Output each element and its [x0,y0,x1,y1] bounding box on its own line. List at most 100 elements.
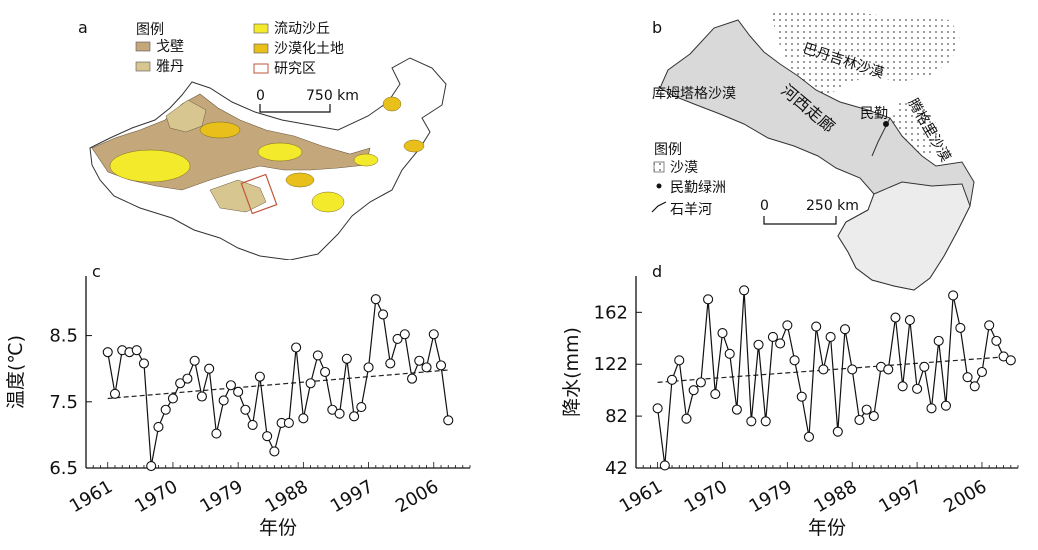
legend-swatch-desert [653,161,665,173]
panel-label-a: a [78,18,88,37]
legend-swatch-desertified [253,43,269,54]
data-point [976,366,988,378]
data-point [109,388,121,399]
y-tick-label: 7.5 [49,392,78,413]
dune-taklimakan [109,149,191,183]
y-tick-label: 42 [605,458,628,479]
data-point [138,358,150,369]
temperature-chart: 6.5 7.5 8.5 1961 1970 1979 1988 1997 2006 年份 温度(℃) [5,276,471,539]
data-point [334,408,345,419]
x-tick-label: 1997 [327,476,377,517]
study-area-box [240,173,278,215]
x-tick-label: 1988 [811,476,861,517]
data-point [385,358,396,369]
map-b-scale-max: 250 km [806,198,859,214]
data-point [414,355,425,366]
yardang-region-2 [209,179,267,213]
legend-swatch-dune [253,23,269,34]
data-point [955,322,966,333]
data-point [406,373,418,384]
y-axis-label: 温度(℃) [5,335,27,409]
data-point [904,315,915,326]
hexi-region-map: 巴丹吉林沙漠 库姆塔格沙漠 腾格里沙漠 河西走廊 民勤 图例 沙漠 民勤绿洲 石… [651,10,975,291]
x-tick-label: 1961 [66,476,116,517]
data-point [233,386,244,397]
china-outline [89,57,447,260]
data-point [948,290,959,301]
data-point [131,345,142,356]
data-point [102,347,113,358]
data-point [940,400,951,411]
desertified-3 [403,139,425,153]
data-point [962,372,973,383]
data-point [760,416,771,427]
map-a-scale-max: 750 km [306,88,359,104]
data-point [298,413,309,424]
series-line [657,290,1012,466]
map-a-legend-title: 图例 [136,22,164,38]
desertified-2 [382,96,402,112]
data-point [305,378,316,389]
badain-jaran-desert-area [770,10,960,98]
data-point [789,355,800,366]
x-tick-label: 2006 [940,476,990,517]
data-point [218,395,229,406]
kumtag-label: 库姆塔格沙漠 [652,86,736,102]
data-point [818,364,829,375]
data-point [912,383,923,394]
map-a-scale-zero: 0 [256,88,265,104]
x-tick-label: 1970 [131,476,181,517]
data-point [659,460,670,471]
x-tick-label: 2006 [392,476,442,517]
data-point [710,389,721,400]
dune-badain [257,142,303,162]
data-point [991,335,1002,346]
data-point [392,333,403,344]
dune-east-1 [311,191,345,213]
map-b-scale-bar [763,216,837,225]
legend-label-yardang: 雅丹 [156,59,184,75]
data-point [796,391,807,402]
data-point [803,431,815,442]
legend-symbol-oasis [656,183,662,189]
data-point [897,381,908,392]
data-point [225,380,236,391]
x-tick-label: 1979 [196,476,246,517]
legend-label-desertified: 沙漠化土地 [274,41,344,57]
map-b-legend-title: 图例 [654,142,682,158]
data-point [421,362,432,373]
data-point [262,431,273,442]
legend-label-study-area: 研究区 [274,61,316,77]
data-point [167,393,178,404]
data-point [969,381,980,392]
data-point [182,373,193,384]
data-point [984,320,995,331]
data-point [204,363,215,374]
trend-line [657,355,1011,383]
data-point [1005,355,1016,366]
desertified-1 [199,121,241,139]
data-point [153,421,164,433]
x-tick-label: 1961 [616,476,666,517]
minqin-oasis-dot [883,121,889,127]
data-point [291,342,302,353]
y-tick-label: 8.5 [49,326,78,347]
y-tick-label: 122 [594,354,628,375]
data-point [196,391,207,402]
panel-label-b: b [652,18,663,37]
data-point [703,294,714,305]
panel-label-d: d [652,262,663,281]
data-point [890,312,901,323]
y-tick-label: 82 [605,406,628,427]
data-point [832,426,843,437]
data-point [211,428,222,439]
data-point [356,402,367,413]
x-tick-label: 1988 [262,476,312,517]
series-line [107,297,449,467]
data-point [370,294,381,305]
legend-swatch-yardang [135,61,151,72]
legend-swatch-gobi [135,41,151,52]
data-point [825,331,836,343]
data-point [753,339,764,350]
data-point [666,374,678,385]
